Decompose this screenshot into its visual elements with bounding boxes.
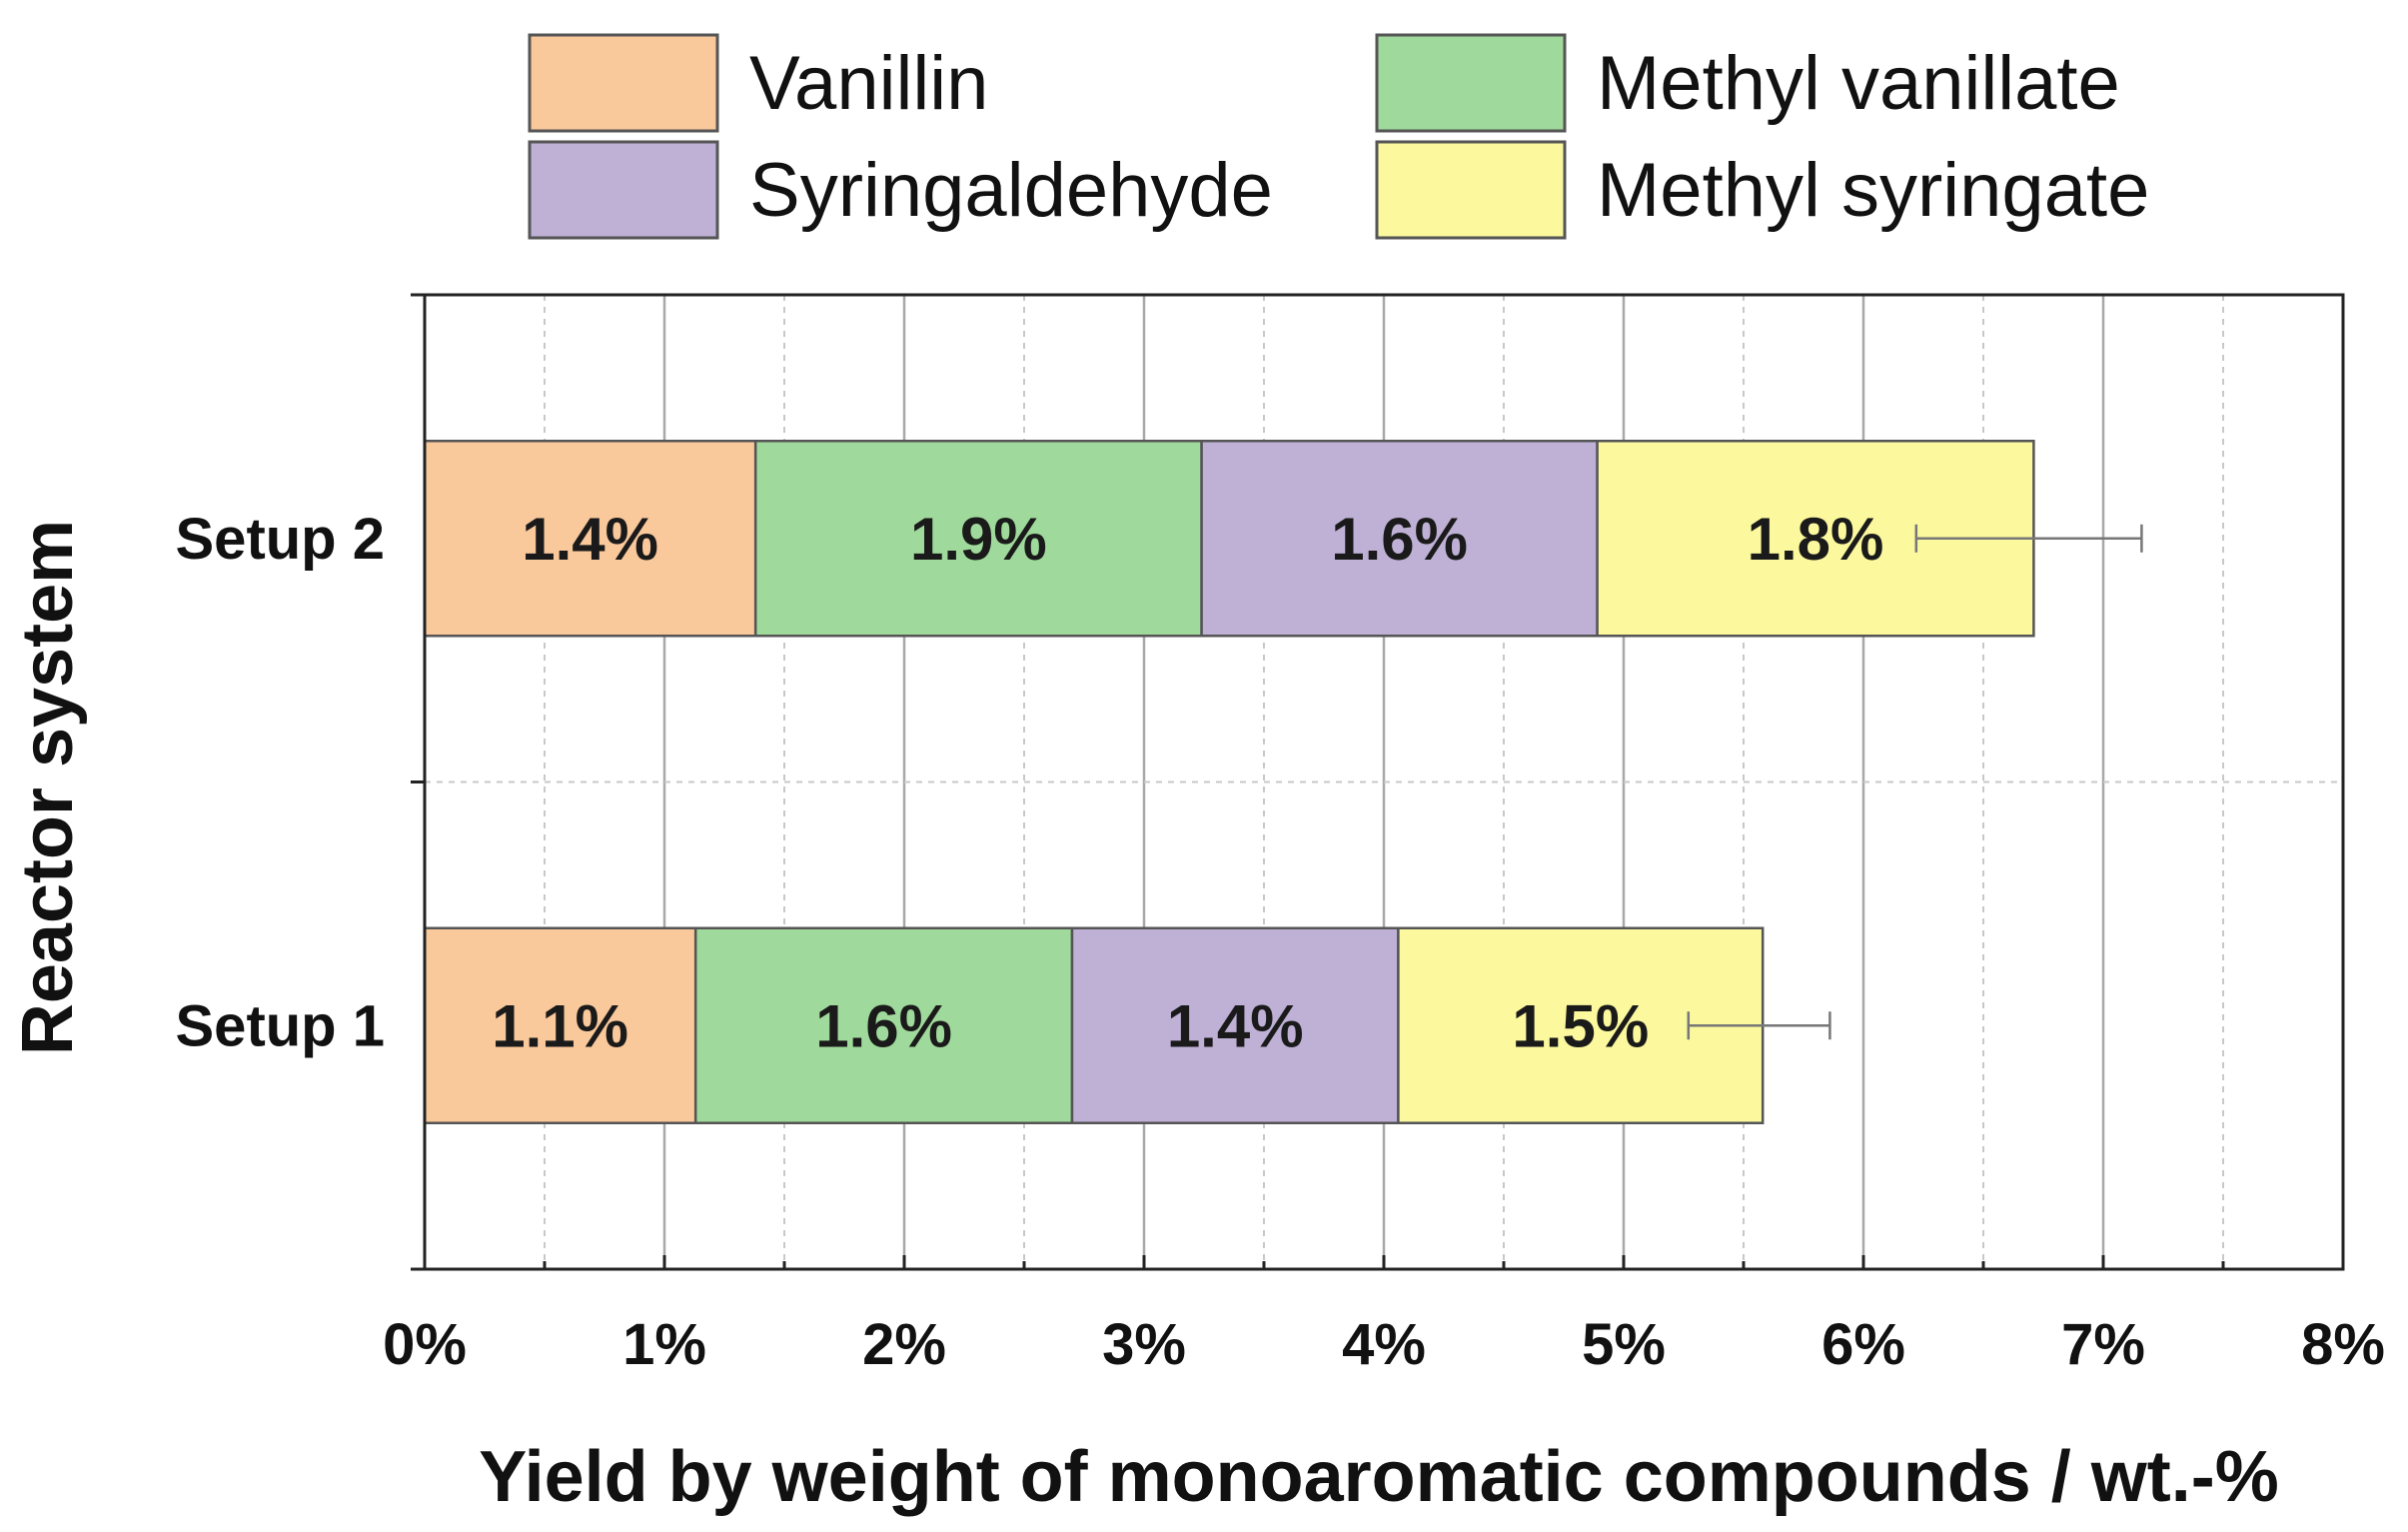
data-label-methyl-vanillate-setup-2: 1.9%	[910, 506, 1047, 573]
legend-item-vanillin: Vanillin	[528, 33, 988, 133]
y-axis-title: Reactor system	[8, 520, 88, 1055]
data-label-syringaldehyde-setup-1: 1.4%	[1167, 992, 1304, 1059]
legend: Vanillin Methyl vanillate Syringaldehyde Me…	[528, 33, 2149, 240]
data-label-methyl-syringate-setup-2: 1.8%	[1748, 506, 1884, 573]
legend-label-methyl-vanillate: Methyl vanillate	[1597, 41, 2120, 126]
legend-label-syringaldehyde: Syringaldehyde	[749, 148, 1273, 233]
x-tick-label-2: 2%	[862, 1312, 946, 1377]
legend-swatch-methyl-syringate	[1375, 140, 1567, 240]
legend-label-methyl-syringate: Methyl syringate	[1597, 148, 2149, 233]
legend-label-vanillin: Vanillin	[749, 41, 988, 126]
bar-group-setup-2: 1.4% 1.9% 1.6% 1.8%	[423, 440, 2035, 638]
x-tick-label-5: 5%	[1582, 1312, 1666, 1377]
legend-item-methyl-syringate: Methyl syringate	[1375, 140, 2149, 240]
bar-group-setup-1: 1.1% 1.6% 1.4% 1.5%	[423, 926, 1765, 1124]
legend-item-syringaldehyde: Syringaldehyde	[528, 140, 1273, 240]
data-label-methyl-vanillate-setup-1: 1.6%	[815, 992, 952, 1059]
legend-swatch-methyl-vanillate	[1375, 33, 1567, 133]
legend-swatch-vanillin	[528, 33, 719, 133]
plot-area: 1.4% 1.9% 1.6% 1.8% Setup 2 1.1% 1.6% 1.4% 1.5% S…	[176, 293, 2385, 1377]
data-label-syringaldehyde-setup-2: 1.6%	[1331, 506, 1468, 573]
bar-vanillin-setup-1	[423, 926, 697, 1124]
x-tick-label-6: 6%	[1821, 1312, 1905, 1377]
category-label-setup-2: Setup 2	[176, 507, 386, 572]
x-tick-label-1: 1%	[622, 1312, 706, 1377]
bar-syringaldehyde-setup-2	[1200, 440, 1599, 638]
data-label-vanillin-setup-1: 1.1%	[492, 992, 628, 1059]
x-tick-label-4: 4%	[1342, 1312, 1426, 1377]
x-tick-label-3: 3%	[1102, 1312, 1186, 1377]
data-label-methyl-syringate-setup-1: 1.5%	[1512, 992, 1649, 1059]
x-tick-label-8: 8%	[2301, 1312, 2385, 1377]
data-label-vanillin-setup-2: 1.4%	[522, 506, 658, 573]
bar-syringaldehyde-setup-1	[1070, 926, 1400, 1124]
bar-methyl-vanillate-setup-2	[753, 440, 1203, 638]
x-tick-label-7: 7%	[2061, 1312, 2145, 1377]
category-label-setup-1: Setup 1	[176, 993, 386, 1058]
x-axis-title: Yield by weight of monoaromatic compound…	[479, 1437, 2278, 1517]
bar-methyl-vanillate-setup-1	[693, 926, 1074, 1124]
x-tick-label-0: 0%	[383, 1312, 467, 1377]
legend-swatch-syringaldehyde	[528, 140, 719, 240]
legend-item-methyl-vanillate: Methyl vanillate	[1375, 33, 2120, 133]
